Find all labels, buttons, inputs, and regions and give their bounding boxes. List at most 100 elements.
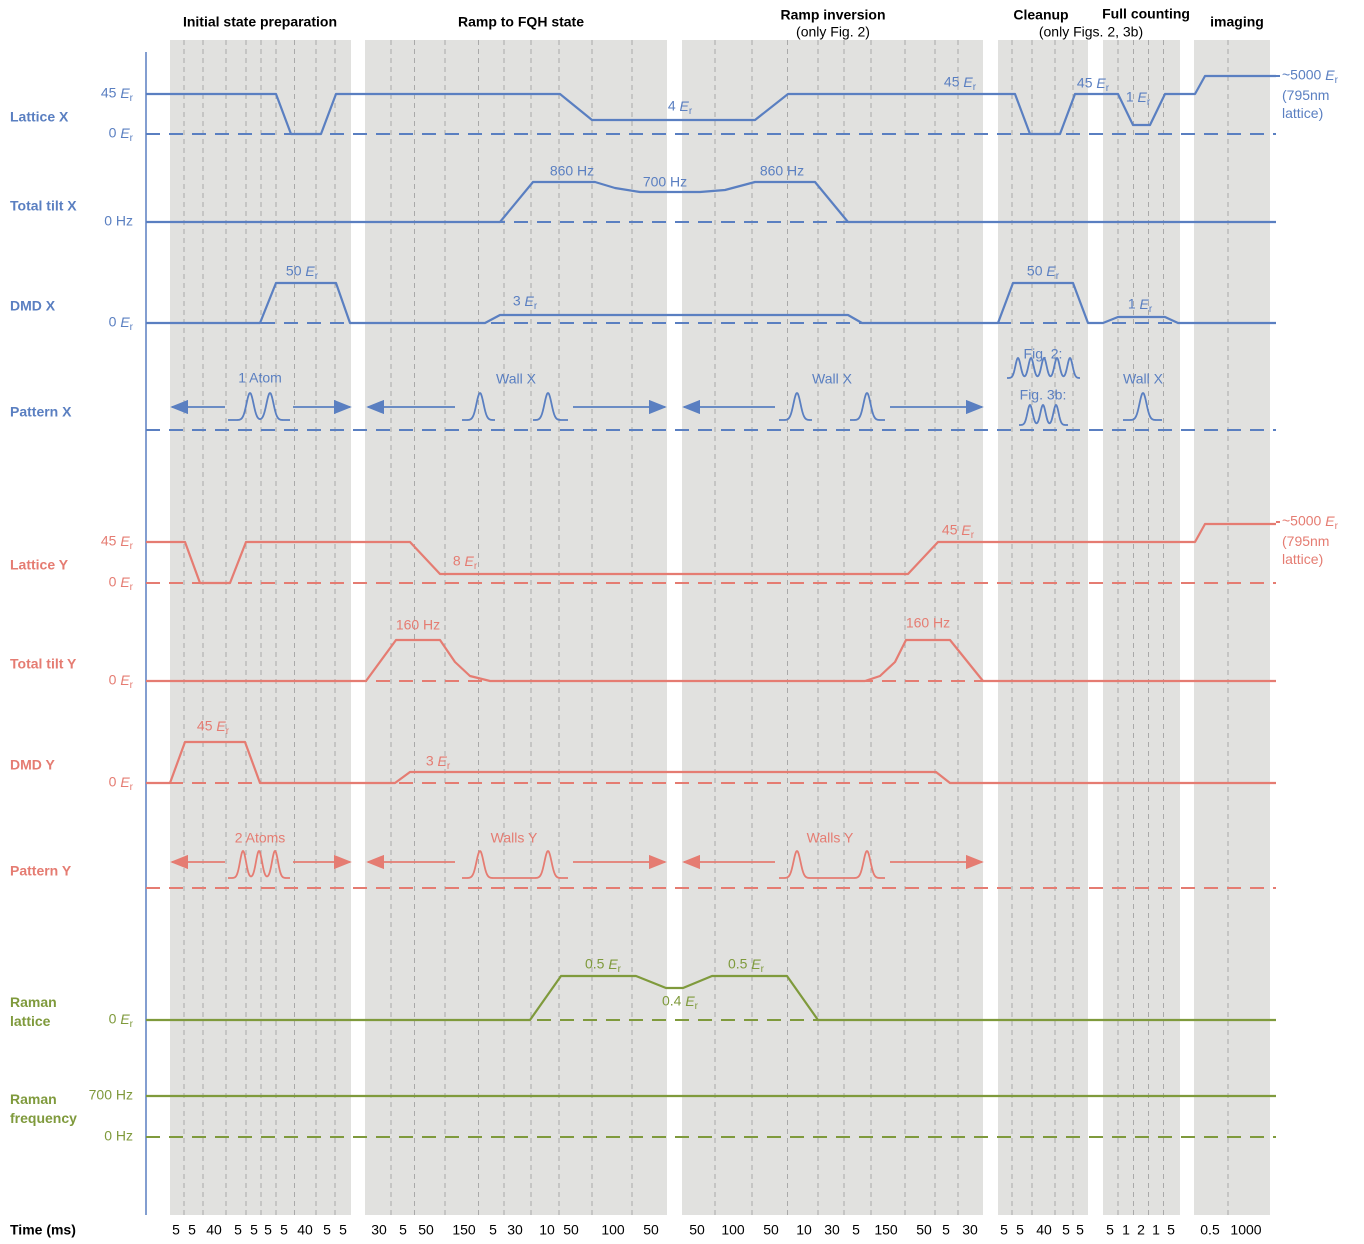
duration-label: 1000 <box>1230 1222 1261 1238</box>
level-label: 0 Er <box>109 774 134 793</box>
duration-label: 40 <box>297 1222 313 1238</box>
pattern-bump <box>461 849 568 879</box>
trace-annotation: 0.5 Er <box>728 956 765 975</box>
pattern-bump <box>227 849 291 879</box>
level-label: 0 Er <box>109 125 134 144</box>
duration-label: 5 <box>280 1222 288 1238</box>
trace-note: ~5000 Er <box>1282 67 1339 86</box>
duration-label: 5 <box>1016 1222 1024 1238</box>
phase-title: Initial state preparation <box>183 14 337 30</box>
pattern-bump <box>1018 403 1069 426</box>
level-label: 700 Hz <box>89 1087 133 1103</box>
duration-label: 5 <box>1167 1222 1175 1238</box>
duration-label: 30 <box>507 1222 523 1238</box>
level-label: 0 Hz <box>104 213 133 229</box>
trace-annotation: 700 Hz <box>643 174 687 190</box>
row-label: DMD X <box>10 298 56 314</box>
trace <box>146 740 1276 785</box>
trace-annotation: Fig. 2: <box>1024 346 1063 362</box>
trace-annotation: 3 Er <box>513 293 538 312</box>
trace-annotation: 45 Er <box>942 522 975 541</box>
duration-label: 10 <box>796 1222 812 1238</box>
trace-annotation: 1 Er <box>1128 296 1153 315</box>
duration-label: 150 <box>452 1222 476 1238</box>
trace <box>146 281 1276 325</box>
trace <box>146 74 1276 136</box>
phase-title: Ramp to FQH state <box>458 14 584 30</box>
trace-annotation: Fig. 3b: <box>1020 387 1067 403</box>
trace-note: ~5000 Er <box>1282 513 1339 532</box>
pattern-bump <box>461 391 496 421</box>
phase-panel <box>1103 40 1180 1215</box>
phase-panel <box>1194 40 1270 1215</box>
trace-annotation: 3 Er <box>426 753 451 772</box>
duration-label: 5 <box>172 1222 180 1238</box>
trace <box>146 974 1276 1022</box>
trace <box>146 638 1276 683</box>
phase-subtitle: (only Fig. 2) <box>796 24 870 40</box>
duration-label: 5 <box>852 1222 860 1238</box>
row-label: Lattice X <box>10 109 69 125</box>
trace-annotation: 160 Hz <box>396 617 440 633</box>
level-label: 0 Er <box>109 314 134 333</box>
duration-label: 50 <box>916 1222 932 1238</box>
level-label: 45 Er <box>101 533 134 552</box>
duration-label: 50 <box>763 1222 779 1238</box>
duration-label: 5 <box>339 1222 347 1238</box>
row-label: Total tilt X <box>10 198 77 214</box>
pattern-bump <box>849 391 886 421</box>
pattern-bump <box>778 849 886 879</box>
trace-annotation: Wall X <box>496 371 537 387</box>
trace <box>146 180 1276 224</box>
trace-annotation: 2 Atoms <box>235 830 286 846</box>
trace-annotation: Walls Y <box>807 830 854 846</box>
row-label: Lattice Y <box>10 557 69 573</box>
phase-subtitle: (only Figs. 2, 3b) <box>1039 24 1143 40</box>
duration-label: 5 <box>399 1222 407 1238</box>
duration-label: 5 <box>942 1222 950 1238</box>
duration-label: 5 <box>234 1222 242 1238</box>
trace <box>146 522 1276 585</box>
duration-label: 0.5 <box>1200 1222 1220 1238</box>
row-label: Total tilt Y <box>10 656 77 672</box>
duration-label: 5 <box>1106 1222 1114 1238</box>
trace-annotation: 0.5 Er <box>585 956 622 975</box>
duration-label: 150 <box>874 1222 898 1238</box>
duration-label: 5 <box>323 1222 331 1238</box>
phase-title: Cleanup <box>1013 7 1068 23</box>
trace-annotation: 8 Er <box>453 553 478 572</box>
pattern-bump <box>228 391 290 421</box>
level-label: 0 Er <box>109 672 134 691</box>
duration-label: 30 <box>824 1222 840 1238</box>
row-label: Raman frequency <box>10 1091 77 1126</box>
duration-label: 50 <box>643 1222 659 1238</box>
trace-annotation: 860 Hz <box>760 163 804 179</box>
duration-label: 100 <box>601 1222 625 1238</box>
trace-annotation: 50 Er <box>1027 263 1060 282</box>
trace-annotation: 45 Er <box>197 718 230 737</box>
phase-panels <box>170 40 1270 1215</box>
row-label: Raman lattice <box>10 994 61 1029</box>
phase-title: Ramp inversion <box>780 7 885 23</box>
row-label: Pattern Y <box>10 863 72 879</box>
duration-label: 5 <box>188 1222 196 1238</box>
trace-annotation: 1 Atom <box>238 370 282 386</box>
pattern-bump <box>1006 356 1081 379</box>
duration-label: 50 <box>418 1222 434 1238</box>
level-label: 0 Hz <box>104 1128 133 1144</box>
trace-annotation: 0.4 Er <box>662 993 699 1012</box>
pattern-bump <box>1123 391 1163 421</box>
trace-annotation: Walls Y <box>491 830 538 846</box>
trace-annotation: Wall X <box>1123 371 1164 387</box>
level-label: 0 Er <box>109 1011 134 1030</box>
trace-annotation: 45 Er <box>944 74 977 93</box>
phase-title: imaging <box>1210 14 1264 30</box>
duration-label: 40 <box>1036 1222 1052 1238</box>
row-label: Pattern X <box>10 404 72 420</box>
level-label: 0 Er <box>109 574 134 593</box>
duration-label: 5 <box>489 1222 497 1238</box>
trace-annotation: 860 Hz <box>550 163 594 179</box>
trace-note: (795nm lattice) <box>1282 533 1333 567</box>
trace-annotation: 160 Hz <box>906 615 950 631</box>
phase-title: Full counting <box>1102 6 1190 22</box>
